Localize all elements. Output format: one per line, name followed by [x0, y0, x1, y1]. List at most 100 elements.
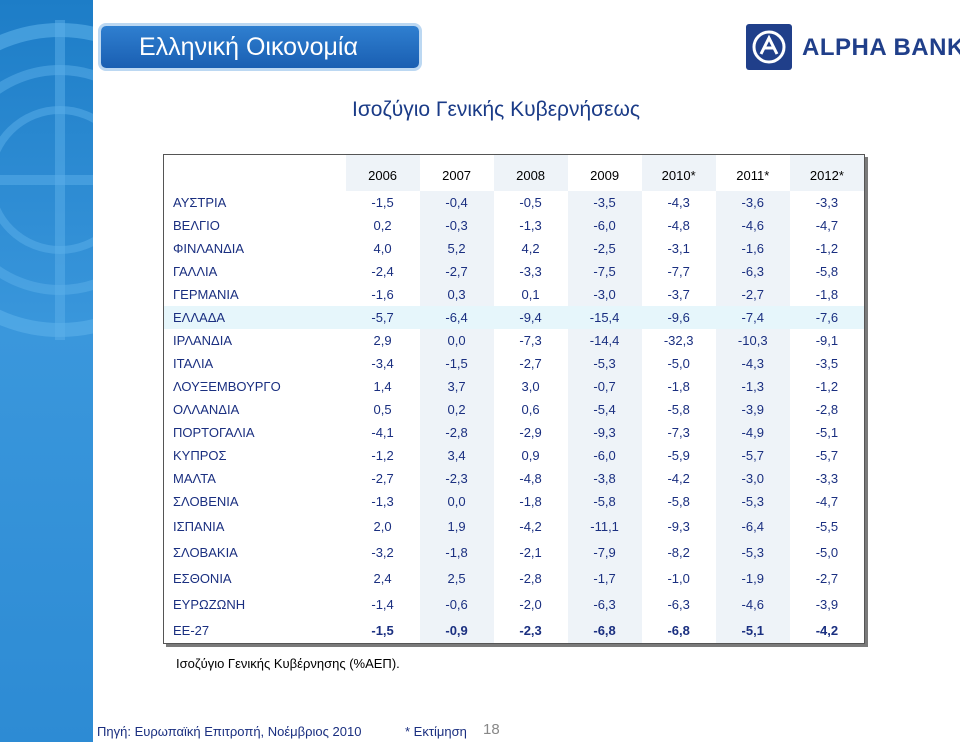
value-cell: -9,3 [567, 421, 642, 444]
value-cell: -2,9 [519, 425, 542, 440]
source-text: Πηγή: Ευρωπαϊκή Επιτροπή, Νοέμβριος 2010 [97, 724, 362, 739]
value-cell: 0,0 [419, 329, 494, 352]
value-cell: -1,8 [419, 539, 494, 565]
value-cell: -0,3 [419, 214, 494, 237]
country-cell: ΕΣΘΟΝΙΑ [173, 570, 232, 586]
value-cell: -5,8 [667, 402, 690, 417]
value-cell: -1,4 [371, 596, 394, 612]
sidebar-pattern-icon [0, 20, 93, 340]
column-header: 2009 [590, 167, 620, 183]
value-cell: -3,3 [519, 264, 542, 279]
value-cell: -3,8 [567, 467, 642, 490]
country-cell: ΕΕ-27 [163, 617, 346, 644]
value-cell: -5,7 [789, 444, 865, 467]
value-cell: -8,2 [667, 544, 690, 560]
value-cell: -5,3 [567, 352, 642, 375]
value-cell: -5,3 [715, 539, 790, 565]
country-cell: ΣΛΟΒΑΚΙΑ [173, 544, 238, 560]
value-cell: -4,8 [519, 471, 542, 486]
value-cell: -1,2 [789, 375, 865, 398]
value-cell: 2,5 [419, 565, 494, 591]
page-number: 18 [483, 721, 500, 738]
value-cell: 2,4 [373, 570, 392, 586]
value-cell: -2,7 [519, 356, 542, 371]
value-cell: -4,6 [715, 214, 790, 237]
table-row: ΙΤΑΛΙΑ -3,4 -1,5 -2,7 -5,3 -5,0 -4,3 -3,5 [164, 352, 865, 375]
value-cell: -15,4 [567, 306, 642, 329]
value-cell: 0,3 [419, 283, 494, 306]
value-cell: -10,3 [715, 329, 790, 352]
value-cell: -0,4 [419, 191, 494, 214]
value-cell: -5,0 [667, 356, 690, 371]
value-cell: -7,7 [667, 264, 690, 279]
value-cell: -2,4 [371, 264, 394, 279]
table-row: ΙΣΠΑΝΙΑ 2,0 1,9 -4,2 -11,1 -9,3 -6,4 -5,5 [164, 513, 865, 539]
value-cell: -2,1 [519, 544, 542, 560]
value-cell: -4,2 [789, 617, 865, 644]
value-cell: -2,7 [419, 260, 494, 283]
value-cell: -2,8 [789, 398, 865, 421]
value-cell: 0,5 [373, 402, 392, 417]
table-row: ΕΥΡΩΖΩΝΗ -1,4 -0,6 -2,0 -6,3 -6,3 -4,6 -3,9 [164, 591, 865, 617]
column-header [164, 155, 346, 192]
country-cell: ΚΥΠΡΟΣ [173, 448, 227, 463]
value-cell: -1,9 [715, 565, 790, 591]
value-cell: -1,3 [519, 218, 542, 233]
value-cell: -1,5 [371, 195, 394, 210]
table-row: ΙΡΛΑΝΔΙΑ 2,9 0,0 -7,3 -14,4 -32,3 -10,3 -9,1 [164, 329, 865, 352]
value-cell: -3,9 [789, 591, 865, 617]
page-title: Ισοζύγιο Γενικής Κυβερνήσεως [352, 98, 641, 121]
table-row: ΕΣΘΟΝΙΑ 2,4 2,5 -2,8 -1,7 -1,0 -1,9 -2,7 [164, 565, 865, 591]
table-row: ΒΕΛΓΙΟ 0,2 -0,3 -1,3 -6,0 -4,8 -4,6 -4,7 [164, 214, 865, 237]
value-cell: -5,1 [715, 617, 790, 644]
value-cell: -32,3 [663, 333, 694, 348]
value-cell: -3,2 [371, 544, 394, 560]
value-cell: 3,0 [521, 379, 540, 394]
estimate-note: * Εκτίμηση [405, 724, 467, 739]
country-cell: ΒΕΛΓΙΟ [173, 218, 220, 233]
value-cell: -3,0 [715, 467, 790, 490]
value-cell: -1,0 [667, 570, 690, 586]
value-cell: 5,2 [419, 237, 494, 260]
table-row: ΕΛΛΑΔΑ -5,7 -6,4 -9,4 -15,4 -9,6 -7,4 -7,6 [163, 306, 865, 329]
value-cell: -1,8 [667, 379, 690, 394]
value-cell: -3,1 [667, 241, 690, 256]
value-cell: -1,2 [789, 237, 865, 260]
value-cell: -6,8 [641, 617, 716, 644]
value-cell: 0,2 [373, 218, 392, 233]
value-cell: -6,0 [567, 444, 642, 467]
value-cell: -3,5 [789, 352, 865, 375]
table-row: ΚΥΠΡΟΣ -1,2 3,4 0,9 -6,0 -5,9 -5,7 -5,7 [164, 444, 865, 467]
value-cell: 1,4 [373, 379, 392, 394]
value-cell: -1,2 [371, 448, 394, 463]
value-cell: -9,4 [493, 306, 568, 329]
table-row: ΣΛΟΒΕΝΙΑ -1,3 0,0 -1,8 -5,8 -5,8 -5,3 -4,7 [164, 490, 865, 513]
value-cell: 3,4 [419, 444, 494, 467]
value-cell: -3,6 [715, 191, 790, 214]
value-cell: -3,9 [715, 398, 790, 421]
brand-logo: ALPHA BANK [746, 24, 960, 72]
value-cell: -1,6 [371, 287, 394, 302]
value-cell: -5,7 [345, 306, 420, 329]
value-cell: 1,9 [419, 513, 494, 539]
column-header: 2012* [789, 154, 865, 191]
country-cell: ΕΛΛΑΔΑ [163, 306, 346, 329]
decorative-sidebar [0, 0, 93, 742]
value-cell: -5,9 [667, 448, 690, 463]
value-cell: -14,4 [567, 329, 642, 352]
table-row: ΜΑΛΤΑ -2,7 -2,3 -4,8 -3,8 -4,2 -3,0 -3,3 [164, 467, 865, 490]
value-cell: -7,3 [519, 333, 542, 348]
table-row: ΛΟΥΞΕΜΒΟΥΡΓΟ 1,4 3,7 3,0 -0,7 -1,8 -1,3 -1,2 [164, 375, 865, 398]
value-cell: 2,0 [373, 518, 392, 534]
value-cell: -4,2 [519, 518, 542, 534]
table-row: ΓΕΡΜΑΝΙΑ -1,6 0,3 0,1 -3,0 -3,7 -2,7 -1,8 [164, 283, 865, 306]
value-cell: -7,3 [667, 425, 690, 440]
table-row: ΣΛΟΒΑΚΙΑ -3,2 -1,8 -2,1 -7,9 -8,2 -5,3 -5,0 [164, 539, 865, 565]
value-cell: -7,9 [567, 539, 642, 565]
value-cell: 4,0 [373, 241, 392, 256]
value-cell: -2,3 [419, 467, 494, 490]
country-cell: ΑΥΣΤΡΙΑ [173, 195, 227, 210]
value-cell: -9,3 [667, 518, 690, 534]
table-row: ΑΥΣΤΡΙΑ -1,5 -0,4 -0,5 -3,5 -4,3 -3,6 -3,3 [164, 191, 865, 214]
value-cell: -5,1 [789, 421, 865, 444]
